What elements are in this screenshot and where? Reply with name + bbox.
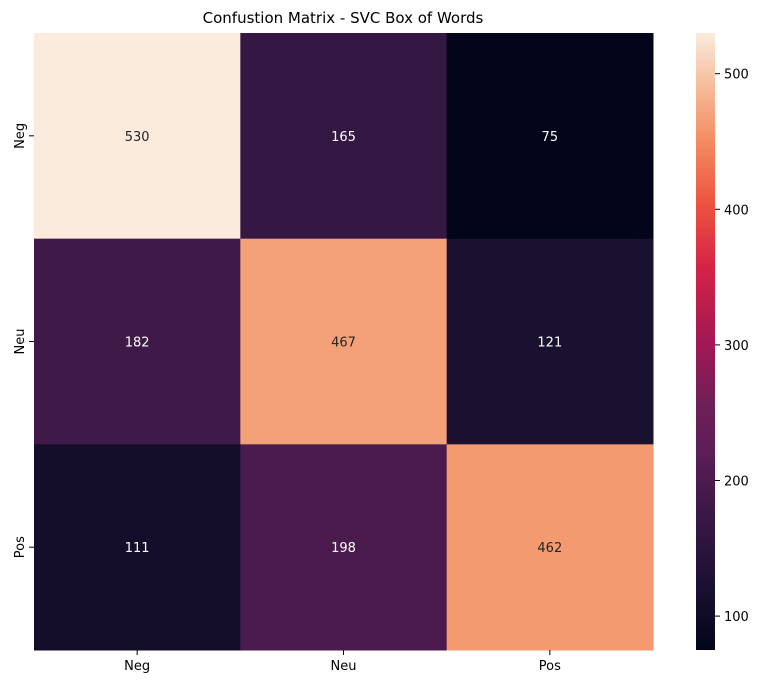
x-axis: Neg Neu Pos (124, 650, 561, 674)
colorbar-tick-label: 400 (724, 203, 749, 218)
chart-title: Confustion Matrix - SVC Box of Words (203, 9, 484, 27)
cell-value-label: 75 (542, 130, 559, 145)
x-tick-label: Neu (331, 659, 357, 674)
colorbar-tick-label: 200 (724, 474, 749, 489)
y-axis: Neg Neu Pos (13, 123, 34, 558)
cell-value-label: 198 (331, 541, 356, 556)
heatmap-cell-2-1 (240, 444, 448, 651)
x-tick-label: Pos (539, 659, 561, 674)
heatmap-cell-2-0 (34, 444, 241, 651)
cell-value-label: 530 (125, 130, 150, 145)
heatmap-cell-0-2 (446, 33, 654, 240)
cell-value-label: 111 (125, 541, 150, 556)
x-tick-label: Neg (124, 659, 150, 674)
colorbar (696, 33, 715, 650)
heatmap-cell-1-1 (240, 238, 448, 445)
colorbar-tick-label: 500 (724, 68, 749, 83)
cell-value-label: 182 (125, 336, 150, 351)
heatmap-cells: 530 165 75 182 467 121 111 198 462 (34, 33, 654, 651)
y-tick-label: Neu (13, 329, 28, 355)
heatmap-cell-2-2 (446, 444, 654, 651)
heatmap-cell-1-0 (34, 238, 241, 445)
colorbar-gradient (696, 33, 715, 650)
y-tick-label: Pos (13, 536, 28, 558)
colorbar-tick-label: 300 (724, 339, 749, 354)
heatmap-cell-1-2 (446, 238, 654, 445)
colorbar-tick-label: 100 (724, 610, 749, 625)
cell-value-label: 467 (331, 336, 356, 351)
heatmap-cell-0-0 (34, 33, 241, 240)
cell-value-label: 462 (537, 541, 562, 556)
y-tick-label: Neg (13, 123, 28, 149)
cell-value-label: 165 (331, 130, 356, 145)
heatmap-cell-0-1 (240, 33, 448, 240)
colorbar-ticks: 100 200 300 400 500 (715, 68, 749, 625)
cell-value-label: 121 (537, 336, 562, 351)
